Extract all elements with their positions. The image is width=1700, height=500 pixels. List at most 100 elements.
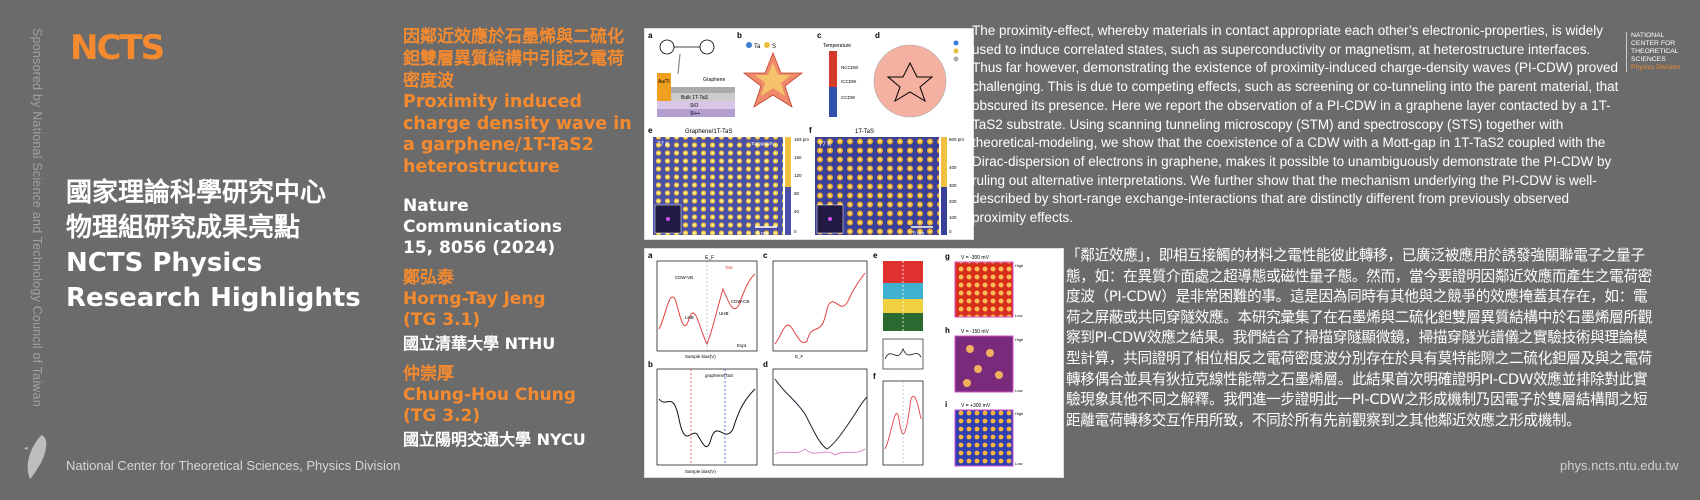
author2-name-en: Chung-Hou Chung — [403, 385, 576, 405]
fig2-b-legend: graphene/TaS — [705, 373, 733, 378]
fig2-h-low: Low — [1015, 388, 1022, 393]
title-line-zh-2: 物理組研究成果亮點 — [66, 213, 301, 243]
fig1-label-b: b — [737, 31, 742, 40]
journal-reference: Nature Communications 15, 8056 (2024) — [403, 196, 638, 259]
fig1-si-label: Si++ — [690, 111, 700, 117]
fig2-label-g: g — [945, 252, 950, 261]
fig1-label-c: c — [817, 31, 822, 40]
fig1-f-tick-2: 300 — [949, 183, 957, 188]
author1-institution: 國立清華大學 NTHU — [403, 334, 556, 353]
fig1-temperature-label: Temperature — [823, 43, 851, 49]
logo-text: NCTS — [70, 28, 165, 68]
fig1-f-tick-1: 400 — [949, 165, 957, 170]
fig1-phase-3: CCDW — [841, 95, 856, 100]
author1-group: (TG 3.1) — [403, 310, 481, 330]
figure-1: a Au/Ti Graphene Bulk 1T-TaS SiO Si++ b … — [644, 28, 974, 240]
fig1-e-tick-4: 40 — [794, 209, 800, 214]
paper-title-en: Proximity induced charge density wave in… — [403, 92, 632, 177]
paper-info: 因鄰近效應於石墨烯與二硫化鉭雙層異質結構中引起之電荷密度波 Proximity … — [403, 26, 638, 451]
title-line-en-2: Research Highlights — [66, 283, 361, 313]
fig1-sio2-label: SiO — [690, 103, 698, 109]
division-line-2: CENTER FOR — [1631, 40, 1676, 47]
fig1-e-scale: 5 nm — [757, 231, 768, 237]
fig1-e-tick-2: 120 — [794, 173, 802, 178]
fig2-label-f: f — [873, 372, 876, 381]
fig1-e-topo: Topography — [751, 141, 775, 146]
fig2-g-high: High — [1015, 263, 1023, 268]
fig1-phase-2: ICCDW — [841, 79, 857, 84]
author1-name-en: Horng-Tay Jeng — [403, 289, 546, 309]
fig2-i-low: Low — [1015, 461, 1022, 466]
author1-name-zh: 鄭弘泰 — [403, 268, 454, 288]
fig2-a-lhb: LHB — [685, 315, 694, 320]
fig2-label-c: c — [763, 251, 768, 260]
fig2-a-legend: TaS — [725, 265, 733, 270]
fig1-label-a: a — [648, 31, 653, 40]
division-line-5: Physics Division — [1631, 64, 1681, 71]
fig1-f-tick-5: 0 — [949, 229, 952, 234]
fig2-b-xlabel: Sample bias(V) — [685, 469, 716, 474]
fig1-f-temp: 77 K — [819, 142, 831, 148]
fig1-e-tick-0: 193 pm — [794, 137, 809, 142]
fig1-f-title: 1T-TaS — [855, 129, 874, 135]
title-line-zh-1: 國家理論科學研究中心 — [66, 178, 327, 208]
fig2-label-h: h — [945, 326, 950, 335]
figure-2: a E_F CDW-VB LHB UHB CDW-CB Expt. TaS Sa… — [644, 248, 1064, 478]
journal-volume: 15, 8056 (2024) — [403, 238, 556, 258]
fig2-label-d: d — [763, 360, 768, 369]
taiwan-map-icon — [24, 435, 47, 479]
fig1-f-tick-4: 100 — [949, 215, 957, 220]
fig1-e-temp: 77 K — [657, 142, 669, 148]
division-line-1: NATIONAL — [1631, 32, 1665, 39]
fig1-label-e: e — [648, 126, 653, 135]
fig2-i-bias: V = +300 mV — [961, 403, 991, 409]
fig2-a-cdwvb: CDW-VB — [675, 275, 693, 280]
footer-website-link[interactable]: phys.ncts.ntu.edu.tw — [1560, 458, 1679, 473]
title-line-en-1: NCTS Physics — [66, 248, 263, 278]
fig1-e-tick-1: 160 — [794, 155, 802, 160]
author2-group: (TG 3.2) — [403, 406, 481, 426]
fig1-f-tick-0: 600 pm — [949, 137, 964, 142]
fig2-h-bias: V = -150 mV — [961, 329, 990, 335]
fig1-e-title: Graphene/1T-TaS — [685, 129, 732, 135]
fig2-a-xlabel: Sample bias(V) — [685, 354, 716, 359]
figure-2-graphic: a E_F CDW-VB LHB UHB CDW-CB Expt. TaS Sa… — [648, 251, 1023, 474]
fig2-a-ef: E_F — [705, 255, 714, 261]
fig2-label-a: a — [648, 251, 653, 260]
division-line-4: SCIENCES — [1631, 56, 1666, 63]
sponsor-text: Sponsored by National Science and Techno… — [30, 28, 44, 407]
fig1-au-label: Au/Ti — [658, 79, 669, 85]
fig1-label-f: f — [809, 126, 812, 135]
fig1-bulk-label: Bulk 1T-TaS — [681, 95, 709, 101]
fig2-label-i: i — [945, 400, 947, 409]
fig2-i-high: High — [1015, 411, 1023, 416]
fig1-graphene-label: Graphene — [703, 77, 725, 83]
fig2-label-b: b — [648, 360, 653, 369]
division-label: NATIONAL CENTER FOR THEORETICAL SCIENCES… — [1626, 32, 1700, 72]
fig2-g-bias: V = -300 mV — [961, 255, 990, 261]
fig2-a-uhb: UHB — [719, 311, 729, 316]
fig2-g-low: Low — [1015, 313, 1022, 318]
fig1-ta-label: Ta — [754, 44, 761, 50]
fig1-e-tick-3: 80 — [794, 191, 800, 196]
fig1-f-scale: 5 nm — [913, 231, 924, 237]
figure-1-graphic: a Au/Ti Graphene Bulk 1T-TaS SiO Si++ b … — [648, 31, 964, 237]
ncts-logo: NCTS — [70, 28, 200, 68]
fig1-label-d: d — [875, 31, 880, 40]
paper-title-zh: 因鄰近效應於石墨烯與二硫化鉭雙層異質結構中引起之電荷密度波 — [403, 27, 624, 91]
fig2-c-xlabel: E_F — [795, 354, 804, 359]
footer-institution: National Center for Theoretical Sciences… — [66, 458, 401, 473]
abstract-chinese: 「鄰近效應」，即相互接觸的材料之電性能彼此轉移，已廣泛被應用於誘發強關聯電子之量… — [1066, 247, 1653, 429]
fig2-label-e: e — [873, 251, 878, 260]
author2-name-zh: 仲崇厚 — [403, 364, 454, 384]
fig1-s-label: S — [772, 44, 776, 50]
fig1-f-tick-3: 200 — [949, 199, 957, 204]
author2-institution: 國立陽明交通大學 NYCU — [403, 430, 586, 449]
center-title: 國家理論科學研究中心 物理組研究成果亮點 NCTS Physics Resear… — [66, 176, 396, 316]
fig1-phase-1: NCCDW — [841, 65, 859, 70]
fig2-h-high: High — [1015, 337, 1023, 342]
fig1-e-tick-5: 0 — [794, 229, 797, 234]
abstract-english: The proximity-effect, whereby materials … — [972, 23, 1619, 226]
fig2-a-cdwcb: CDW-CB — [731, 299, 749, 304]
division-line-3: THEORETICAL — [1631, 48, 1679, 55]
